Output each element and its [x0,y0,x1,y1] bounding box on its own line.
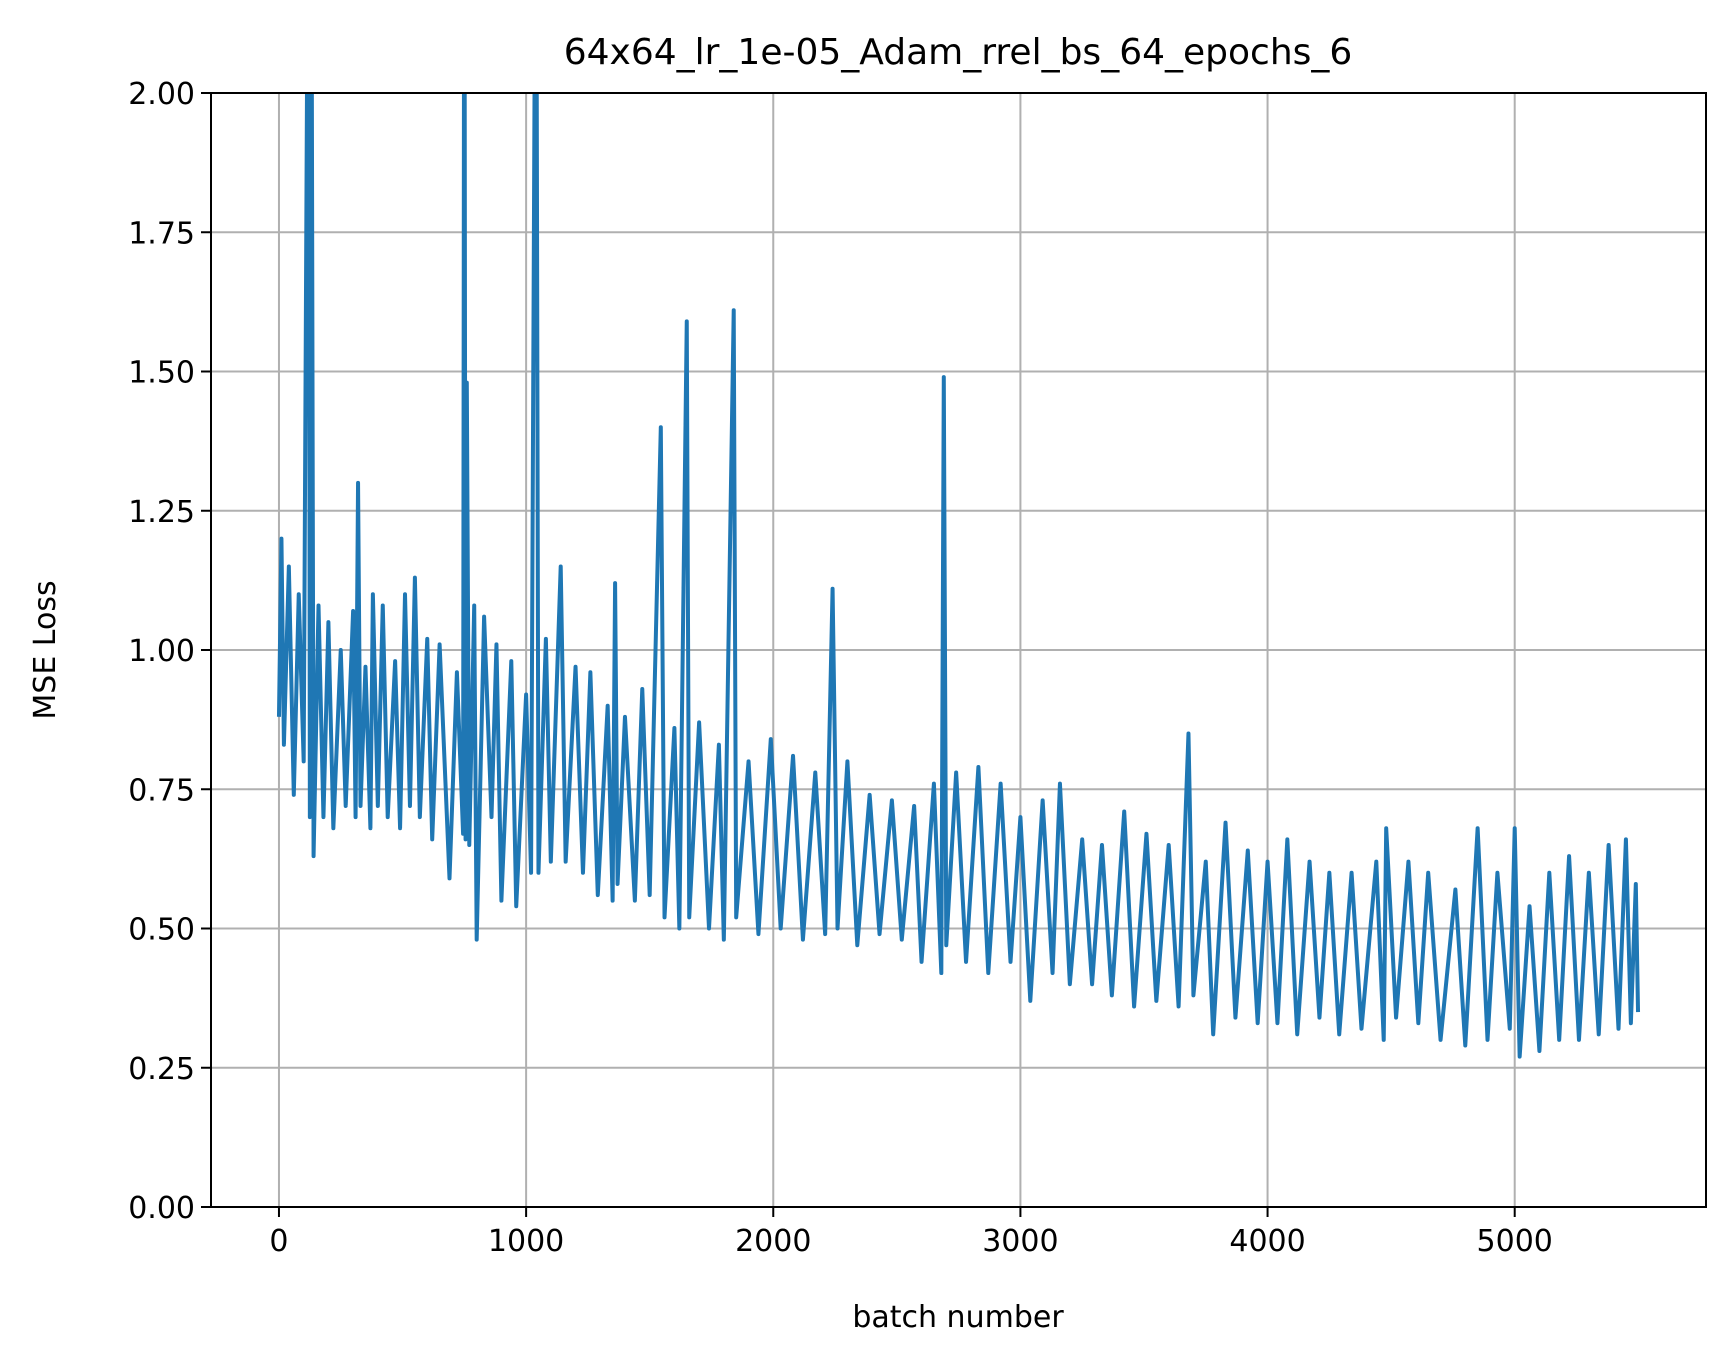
ticks: 0 1000 2000 3000 4000 5000 0.00 0.25 0.50 0.75 1.0… [128,77,1553,1259]
x-tick-label: 1000 [488,1224,564,1259]
grid [211,92,1706,1208]
plot-area [276,93,1641,1059]
data-line [276,93,1641,1059]
y-tick-label: 1.50 [128,356,195,391]
y-tick-label: 1.75 [128,216,195,251]
y-tick-label: 0.50 [128,913,195,948]
x-tick-label: 2000 [735,1224,811,1259]
x-axis-label: batch number [852,1300,1064,1335]
chart-title: 64x64_lr_1e-05_Adam_rrel_bs_64_epochs_6 [564,32,1353,73]
y-axis-label: MSE Loss [28,580,63,719]
y-tick-label: 0.25 [128,1052,195,1087]
x-tick-label: 0 [269,1224,288,1259]
y-tick-label: 1.25 [128,495,195,530]
y-tick-label: 1.00 [128,634,195,669]
x-tick-label: 4000 [1229,1224,1305,1259]
y-tick-label: 0.00 [128,1191,195,1226]
y-tick-label: 2.00 [128,77,195,112]
y-tick-label: 0.75 [128,773,195,808]
x-tick-label: 3000 [982,1224,1058,1259]
x-tick-label: 5000 [1477,1224,1553,1259]
